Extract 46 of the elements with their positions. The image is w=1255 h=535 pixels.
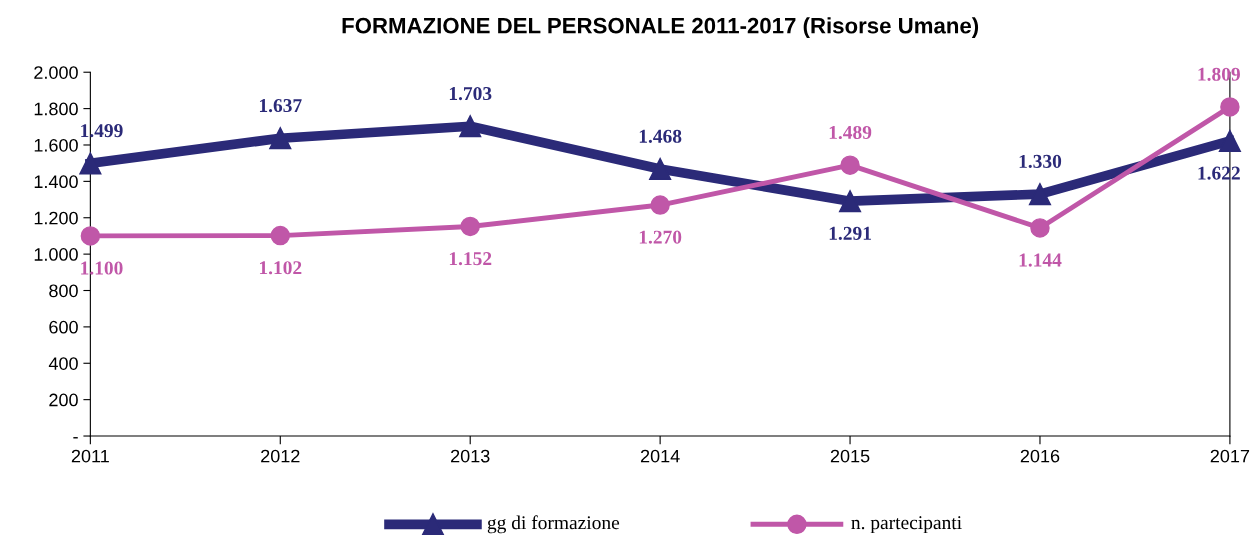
y-tick-label: 1.600 (34, 138, 78, 152)
data-label: 1.102 (259, 261, 302, 275)
point (649, 157, 672, 181)
x-tick-label: 2011 (71, 449, 109, 463)
y-tick-label: 600 (49, 320, 78, 334)
point (269, 127, 292, 150)
y-tick-label: 1.400 (34, 175, 78, 189)
x-tick-label: 2017 (1210, 449, 1250, 463)
y-tick-label: - (73, 437, 78, 439)
data-label: 1.468 (639, 129, 682, 143)
x-tick-label: 2014 (640, 449, 680, 463)
data-label: 1.144 (1019, 253, 1062, 267)
data-label: 1.291 (829, 226, 871, 240)
y-tick-label: 2.000 (34, 66, 78, 79)
point (650, 195, 670, 215)
data-label: 1.637 (259, 99, 302, 113)
data-label: 1.703 (449, 86, 492, 101)
x-tick-label: 2012 (261, 449, 300, 463)
point (1030, 218, 1050, 238)
data-label: 1.270 (639, 230, 682, 244)
point (838, 190, 862, 213)
x-tick-label: 2016 (1020, 449, 1060, 463)
point (459, 115, 482, 138)
point (270, 225, 291, 246)
y-tick-label: 1.200 (34, 211, 78, 225)
point (79, 152, 102, 175)
y-tick-label: 200 (49, 393, 78, 407)
point (1028, 182, 1052, 206)
x-tick-label: 2013 (451, 449, 490, 463)
y-tick-label: 800 (49, 284, 78, 298)
data-label: 1.809 (1198, 67, 1240, 81)
point (840, 155, 860, 175)
y-tick-label: 1.800 (34, 102, 78, 116)
point (80, 226, 101, 246)
chart-title: FORMAZIONE DEL PERSONALE 2011-2017 (Risorse Umane) (342, 17, 979, 38)
point (1220, 97, 1240, 117)
x-tick-label: 2015 (830, 449, 870, 463)
point (1218, 129, 1242, 153)
y-tick-label: 400 (48, 357, 78, 370)
data-label: 1.330 (1019, 154, 1062, 169)
point (460, 216, 480, 237)
data-label: 1.489 (829, 125, 872, 140)
data-label: 1.152 (449, 252, 492, 266)
legend-label: n. partecipanti (851, 516, 962, 534)
legend-label: gg di formazione (487, 515, 620, 534)
y-tick-label: 1.000 (34, 248, 78, 261)
